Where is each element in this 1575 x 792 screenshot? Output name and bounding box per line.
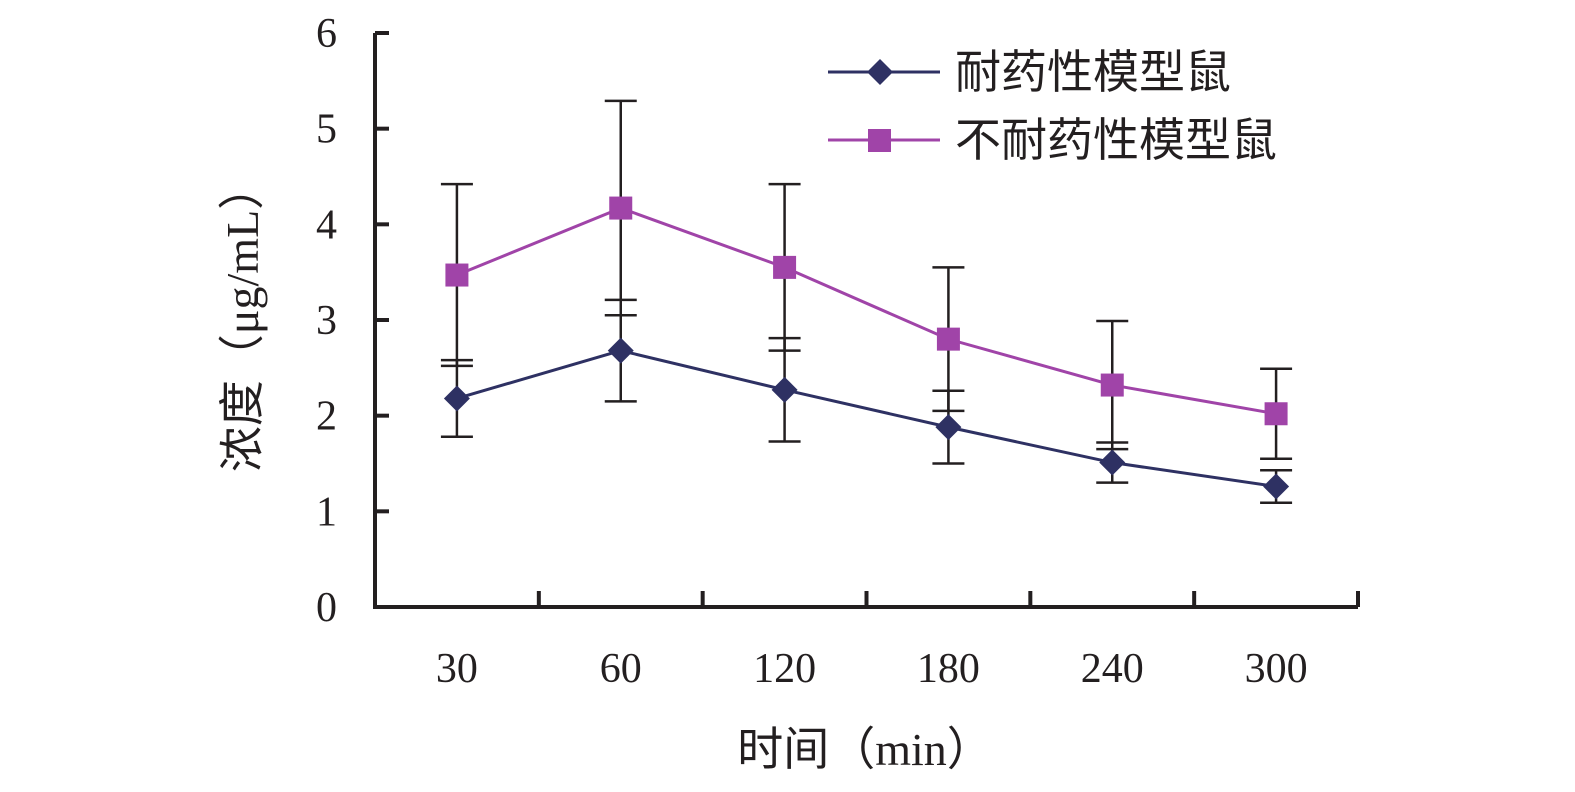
- series-layer: [440, 99, 1293, 504]
- x-tick-labels: 30 60 120 180 240 300: [436, 646, 1308, 692]
- y-tick-label: 0: [316, 585, 337, 631]
- y-tick-label: 1: [316, 489, 337, 535]
- data-point-diamond: [1099, 449, 1126, 476]
- data-point-diamond: [771, 376, 798, 403]
- data-point-square: [773, 255, 797, 279]
- y-tick-label: 6: [316, 11, 337, 57]
- data-point-diamond: [607, 337, 634, 364]
- x-tick-label: 60: [600, 646, 642, 692]
- data-point-diamond: [1263, 473, 1290, 500]
- x-tick-label: 240: [1081, 646, 1144, 692]
- y-tick-labels: 0 1 2 3 4 5 6: [316, 11, 337, 631]
- data-point-diamond: [443, 385, 470, 412]
- error-bars-series-1: [440, 298, 1293, 504]
- series-line: [456, 349, 1277, 488]
- data-point-square: [609, 196, 633, 220]
- legend-diamond-marker: [867, 59, 893, 85]
- data-point-diamond: [935, 414, 962, 441]
- x-tick-label: 180: [917, 646, 980, 692]
- series-1: [443, 337, 1290, 500]
- series-line: [456, 206, 1277, 416]
- y-tick-label: 2: [316, 394, 337, 440]
- legend: 耐药性模型鼠 不耐药性模型鼠: [828, 47, 1277, 166]
- y-tick-label: 4: [316, 202, 337, 248]
- x-tick-label: 300: [1245, 646, 1308, 692]
- x-tick-label: 120: [753, 646, 816, 692]
- x-axis-title: 时间（min）: [737, 724, 993, 775]
- x-tick-label: 30: [436, 646, 478, 692]
- y-axis-title: 浓度（μg/mL）: [217, 164, 268, 472]
- y-tick-label: 3: [316, 298, 337, 344]
- axes: [373, 31, 1360, 609]
- data-point-square: [1100, 373, 1124, 397]
- legend-square-marker: [868, 129, 891, 152]
- legend-label-drug-resistant: 耐药性模型鼠: [955, 47, 1231, 98]
- legend-label-non-resistant: 不耐药性模型鼠: [955, 115, 1277, 166]
- data-point-square: [1264, 402, 1288, 426]
- y-tick-label: 5: [316, 107, 337, 153]
- series-2: [445, 196, 1288, 426]
- legend-item-drug-resistant: 耐药性模型鼠: [828, 47, 1231, 98]
- data-point-square: [936, 327, 960, 351]
- legend-item-non-resistant: 不耐药性模型鼠: [828, 115, 1277, 166]
- data-point-square: [445, 263, 469, 287]
